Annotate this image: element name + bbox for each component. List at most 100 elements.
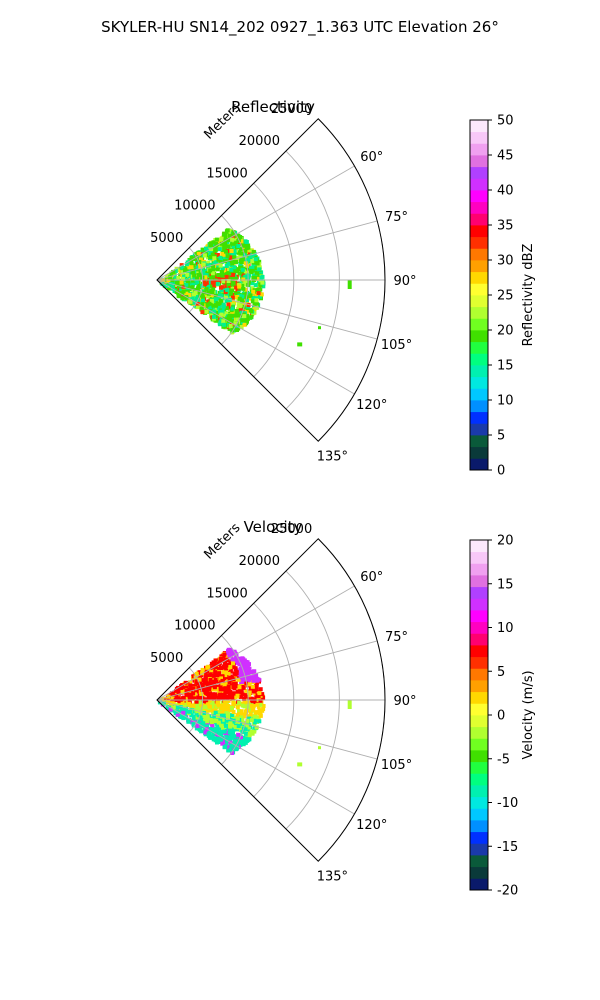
colorbar-tick-label: 50 — [497, 114, 514, 129]
echo-cell — [196, 681, 201, 686]
echo-cell — [232, 657, 237, 662]
echo-cell — [240, 320, 245, 325]
colorbar-segment — [470, 213, 488, 226]
echo-cell — [196, 273, 201, 277]
echo-cell — [220, 674, 225, 679]
echo-cell — [195, 703, 200, 708]
echo-cell — [205, 714, 210, 719]
echo-cell — [192, 276, 197, 281]
echo-cell — [220, 252, 225, 256]
echo-cell — [210, 271, 215, 276]
echo-cell — [208, 296, 213, 301]
echo-cell — [220, 309, 225, 314]
echo-cell — [252, 720, 257, 725]
echo-cell — [243, 694, 248, 699]
echo-cell — [219, 312, 224, 317]
echo-cell — [253, 273, 258, 278]
echo-cell — [231, 700, 236, 705]
colorbar-segment — [470, 201, 488, 214]
echo-cell — [259, 292, 264, 297]
colorbar-tick-label: 35 — [497, 219, 514, 234]
colorbar-tick-label: -10 — [497, 796, 518, 811]
colorbar-segment — [470, 271, 488, 284]
echo-cell — [199, 723, 204, 727]
echo-cell — [180, 708, 185, 712]
theta-tick-label: 60° — [360, 570, 383, 585]
echo-cell — [249, 704, 254, 708]
echo-cell — [232, 238, 237, 243]
echo-cell — [180, 276, 185, 281]
echo-cell — [228, 292, 233, 297]
echo-cell — [250, 707, 255, 712]
echo-cell — [230, 695, 235, 700]
colorbar-segment — [470, 353, 488, 366]
echo-cell — [252, 689, 257, 694]
theta-tick-label: 60° — [360, 150, 383, 165]
echo-cell — [228, 747, 233, 752]
echo-cell — [238, 313, 243, 318]
colorbar-segment — [470, 796, 488, 809]
echo-cell — [244, 677, 249, 682]
colorbar-segment — [470, 446, 488, 459]
echo-cell — [214, 259, 219, 264]
r-tick-label: 10000 — [174, 199, 215, 214]
echo-cell — [236, 677, 241, 682]
r-tick-label: 5000 — [150, 651, 183, 666]
clutter-cell — [297, 762, 303, 767]
echo-cell — [244, 292, 249, 297]
echo-cell — [180, 290, 185, 295]
echo-cell — [247, 279, 252, 284]
sector-frame — [156, 538, 386, 862]
echo-cell — [253, 699, 258, 704]
colorbar-segment — [470, 621, 488, 634]
echo-cell — [246, 714, 251, 719]
echo-cell — [222, 664, 226, 669]
echo-cell — [212, 685, 217, 690]
echo-cell — [216, 720, 221, 725]
echo-cell — [190, 696, 195, 701]
echo-cell — [181, 710, 186, 715]
echo-cell — [223, 236, 228, 240]
colorbar-segment — [470, 738, 488, 751]
echo-cell — [228, 324, 233, 328]
echo-cell — [254, 270, 259, 275]
figure-title: SKYLER-HU SN14_202 0927_1.363 UTC Elevat… — [101, 18, 499, 37]
echo-cell — [211, 303, 216, 308]
echo-cell — [219, 706, 224, 710]
echo-cell — [252, 669, 257, 674]
theta-tick-label: 105° — [381, 758, 412, 773]
echo-cell — [177, 702, 182, 707]
echo-cell — [201, 262, 206, 267]
echo-cell — [206, 732, 211, 737]
echo-cell — [240, 717, 245, 722]
echo-cell — [213, 677, 218, 682]
echo-cell — [224, 695, 228, 700]
colorbar-segment — [470, 458, 488, 471]
echo-cell — [238, 247, 243, 251]
echo-cell — [209, 275, 214, 280]
echo-cell — [182, 703, 187, 708]
theta-tick-label: 120° — [356, 818, 387, 833]
echo-cell — [207, 685, 212, 690]
echo-cell — [189, 265, 194, 270]
echo-cell — [240, 661, 245, 666]
echo-cell — [216, 273, 221, 277]
r-tick-label: 25000 — [271, 102, 312, 117]
echo-cell — [219, 241, 224, 246]
echo-cell — [198, 297, 203, 302]
echo-cell — [253, 276, 257, 281]
echo-cell — [250, 699, 255, 704]
echo-cell — [219, 285, 223, 290]
echo-cell — [237, 672, 242, 677]
echo-cell — [242, 676, 247, 681]
echo-cell — [208, 691, 212, 696]
theta-tick-label: 135° — [317, 449, 348, 464]
echo-cell — [236, 250, 241, 255]
echo-cell — [255, 693, 260, 698]
echo-cell — [203, 705, 208, 710]
colorbar-tick-label: 45 — [497, 149, 514, 164]
echo-cell — [245, 718, 250, 723]
echo-cell — [173, 269, 178, 274]
echo-cell — [254, 292, 259, 297]
colorbar-tick-label: 25 — [497, 289, 514, 304]
